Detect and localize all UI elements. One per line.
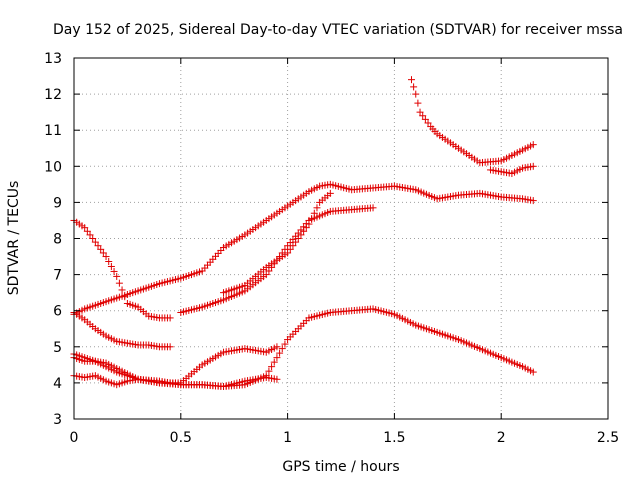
data-point-arc-5: [166, 314, 174, 322]
data-point-arc-9: [410, 83, 418, 91]
data-point-arc-7: [297, 231, 305, 239]
data-point-arc-1: [529, 197, 537, 205]
data-point-arc-7: [294, 235, 302, 242]
data-point-arc-7: [310, 209, 318, 217]
y-tick-label: 7: [53, 268, 62, 284]
data-point-arc-3: [268, 363, 276, 371]
y-tick-label: 8: [53, 232, 62, 248]
data-point-arc-5: [121, 293, 129, 301]
data-point-arc-9: [416, 108, 424, 116]
y-tick-label: 10: [44, 159, 62, 175]
x-tick-label: 0: [70, 430, 79, 446]
x-tick-label: 1.5: [383, 430, 405, 446]
data-point-arc-7: [326, 189, 334, 197]
data-point-arc-5: [97, 245, 105, 253]
data-point-arc-9: [412, 90, 420, 98]
data-point-arc-8: [273, 375, 281, 383]
y-axis-label: SDTVAR / TECUs: [6, 181, 22, 296]
data-point-arc-9: [421, 115, 429, 123]
data-point-arc-5: [113, 272, 121, 280]
x-tick-label: 1: [283, 430, 292, 446]
axis-ticks: 0 0.5 1 1.5 2 2.5 3 4 5 6 7 8 9 10 11 12 13: [44, 51, 619, 446]
data-point-arc-5: [118, 286, 126, 294]
data-points: [70, 76, 537, 391]
x-tick-label: 2.5: [597, 430, 619, 446]
data-point-arc-5: [83, 227, 91, 235]
data-point-arc-3: [265, 367, 273, 375]
data-point-arc-3: [276, 349, 284, 357]
data-point-arc-9: [424, 119, 432, 127]
data-point-arc-7: [289, 242, 297, 250]
y-tick-label: 11: [44, 123, 62, 139]
data-point-arc-5: [107, 262, 115, 270]
data-point-arc-5: [89, 235, 97, 242]
grid-lines: [74, 58, 608, 419]
data-point-arc-5: [110, 267, 118, 275]
data-point-arc-7: [313, 204, 321, 212]
data-point-arc-5: [99, 249, 107, 257]
data-point-arc-5: [81, 224, 89, 232]
data-point-arc-7: [284, 249, 292, 257]
data-point-arc-3: [529, 368, 537, 376]
data-point-arc-6: [262, 271, 270, 279]
data-point-arc-5: [86, 231, 94, 239]
data-point-arc-6: [369, 204, 377, 212]
y-tick-label: 9: [53, 195, 62, 211]
x-tick-label: 2: [497, 430, 506, 446]
chart-title: Day 152 of 2025, Sidereal Day-to-day VTE…: [53, 22, 623, 38]
data-point-arc-9: [407, 76, 415, 84]
data-point-arc-5: [115, 279, 123, 287]
data-point-arc-3: [270, 358, 278, 366]
data-point-arc-3: [281, 340, 289, 348]
data-point-arc-7: [302, 224, 310, 232]
x-axis-label: GPS time / hours: [282, 459, 399, 475]
data-point-arc-5: [91, 238, 99, 246]
y-tick-label: 4: [53, 376, 62, 392]
data-point-arc-7: [292, 238, 300, 246]
data-point-arc-9: [529, 141, 537, 149]
data-point-arc-7: [305, 220, 313, 228]
data-point-arc-7: [286, 245, 294, 253]
data-point-arc-5: [94, 242, 102, 250]
data-point-arc-10: [529, 162, 537, 170]
y-tick-label: 3: [53, 412, 62, 428]
data-point-arc-9: [419, 112, 427, 120]
data-point-arc-2: [166, 343, 174, 351]
data-point-arc-7: [308, 215, 316, 223]
x-tick-label: 0.5: [170, 430, 192, 446]
y-tick-label: 5: [53, 340, 62, 356]
y-tick-label: 12: [44, 87, 62, 103]
y-tick-label: 6: [53, 304, 62, 320]
data-point-arc-5: [102, 253, 110, 261]
data-point-arc-4: [273, 343, 281, 351]
data-point-arc-3: [278, 345, 286, 353]
data-point-arc-3: [273, 354, 281, 362]
y-tick-label: 13: [44, 51, 62, 67]
data-point-arc-9: [414, 99, 422, 107]
data-point-arc-5: [105, 258, 113, 266]
data-point-arc-7: [300, 227, 308, 235]
